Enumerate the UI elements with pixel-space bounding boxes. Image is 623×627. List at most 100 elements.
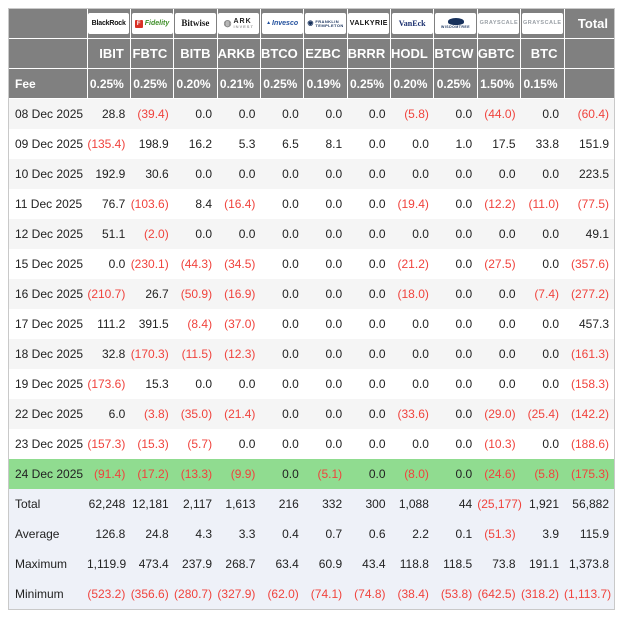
date-cell: 24 Dec 2025 (15, 467, 84, 481)
summary-value-cell: (51.3) (484, 527, 516, 541)
summary-value-cell: (38.4) (397, 587, 429, 601)
summary-value-cell: 62,248 (88, 497, 126, 511)
date-cell: 23 Dec 2025 (15, 437, 84, 451)
flow-value-cell: 26.7 (145, 287, 169, 301)
fee-HODL: 0.20% (390, 68, 435, 99)
flow-value-cell: 17.5 (492, 137, 516, 151)
summary-row-maximum: Maximum 1,119.9 473.4 237.9 268.7 63.4 60.9 43.… (9, 549, 614, 579)
summary-value-cell: 3.9 (542, 527, 559, 541)
date-cell: 16 Dec 2025 (15, 287, 84, 301)
ticker-FBTC: FBTC (129, 38, 175, 69)
flow-value-cell: 0.0 (195, 227, 213, 241)
grayscale-btc-header-cell: GRAYSCALE (520, 9, 565, 39)
flow-value-cell: (91.4) (94, 467, 126, 481)
invesco-header-cell: ▲ Invesco (259, 9, 305, 39)
flow-value-cell: 0.0 (368, 227, 386, 241)
flow-value-cell: 0.0 (195, 377, 213, 391)
flow-value-cell: (157.3) (87, 437, 126, 451)
summary-value-cell: 115.9 (579, 527, 609, 541)
date-cell: 12 Dec 2025 (15, 227, 84, 241)
ticker-BTCW: BTCW (433, 38, 478, 69)
ticker-GBTC: GBTC (476, 38, 522, 69)
flow-value-cell: (210.7) (87, 287, 126, 301)
table-row: 10 Dec 2025 192.9 30.6 0.0 0.0 0.0 0.0 0.0 0.0 0.… (9, 159, 614, 189)
flow-value-cell: 1.0 (455, 137, 473, 151)
flow-value-cell: 0.0 (325, 107, 343, 121)
flow-value-cell: 16.2 (188, 137, 213, 151)
flow-value-cell: (29.0) (484, 407, 516, 421)
flow-value-cell: 0.0 (282, 407, 299, 421)
summary-value-cell: (1,113.7) (564, 587, 612, 601)
summary-value-cell: 118.5 (443, 557, 473, 571)
flow-value-cell: (13.3) (180, 467, 213, 481)
flow-value-cell: 0.0 (455, 467, 473, 481)
flow-value-cell: 0.0 (325, 347, 343, 361)
flow-value-cell: 0.0 (108, 257, 126, 271)
summary-value-cell: 12,181 (132, 497, 169, 511)
ticker-EZBC: EZBC (303, 38, 348, 69)
flow-value-cell: 0.0 (282, 347, 299, 361)
table-header: BlackRock F Fidelity Bitwise ◍ ARK INVEST ▲ Inve… (9, 9, 614, 99)
wisdomtree-header-cell: WISDOMTREE (433, 9, 478, 39)
table-row: 12 Dec 2025 51.1 (2.0) 0.0 0.0 0.0 0.0 0.0 0.0 0.… (9, 219, 614, 249)
flow-value-cell: (21.2) (397, 257, 429, 271)
franklin-header-cell: ◉ FRANKLIN TEMPLETON (303, 9, 348, 39)
summary-value-cell: (327.9) (217, 587, 256, 601)
flow-value-cell: (230.1) (130, 257, 169, 271)
flow-value-cell: (60.4) (577, 107, 609, 121)
flow-value-cell: (21.4) (224, 407, 256, 421)
flow-value-cell: 0.0 (195, 107, 213, 121)
flow-value-cell: 0.0 (455, 227, 473, 241)
flow-value-cell: (10.3) (484, 437, 516, 451)
franklin-logo-text: TEMPLETON (315, 22, 344, 28)
flow-value-cell: 0.0 (498, 287, 516, 301)
flow-value-cell: 0.0 (455, 167, 473, 181)
franklin-logo: ◉ FRANKLIN TEMPLETON (304, 13, 346, 34)
flow-value-cell: (8.4) (187, 317, 213, 331)
flow-value-cell: 0.0 (368, 317, 386, 331)
summary-row-total: Total 62,248 12,181 2,117 1,613 216 332 300 1,08… (9, 489, 614, 519)
summary-value-cell: 300 (365, 497, 386, 511)
summary-value-cell: (280.7) (174, 587, 213, 601)
summary-value-cell: 43.4 (362, 557, 386, 571)
table-row: 23 Dec 2025 (157.3) (15.3) (5.7) 0.0 0.0 0.0 0.… (9, 429, 614, 459)
summary-value-cell: 4.3 (195, 527, 213, 541)
flow-value-cell: 0.0 (238, 437, 256, 451)
flow-value-cell: 0.0 (368, 437, 386, 451)
wisdomtree-logo-text: WISDOMTREE (440, 24, 471, 29)
valkyrie-logo: VALKYRIE (348, 13, 390, 34)
ticker-BTC: BTC (520, 38, 565, 69)
blackrock-logo-text: BlackRock (91, 20, 126, 27)
flow-value-cell: 0.0 (542, 107, 559, 121)
fee-label: Fee (9, 68, 88, 99)
flow-value-cell: 6.0 (108, 407, 126, 421)
fidelity-logo-text: Fidelity (144, 20, 170, 27)
flow-value-cell: 0.0 (325, 197, 343, 211)
flow-value-cell: 0.0 (282, 107, 299, 121)
summary-value-cell: 0.1 (455, 527, 473, 541)
flow-value-cell: (7.4) (534, 287, 559, 301)
ticker-total-blank (563, 38, 614, 69)
flow-value-cell: 0.0 (238, 227, 256, 241)
summary-value-cell: 44 (458, 497, 473, 511)
ticker-BTCO: BTCO (259, 38, 305, 69)
flow-value-cell: 0.0 (498, 377, 516, 391)
flow-value-cell: 0.0 (325, 287, 343, 301)
vaneck-header-cell: VanEck (390, 9, 435, 39)
flow-value-cell: (12.3) (224, 347, 256, 361)
invesco-logo-text: Invesco (272, 20, 299, 27)
grayscale-gbtc-logo: GRAYSCALE (478, 13, 520, 34)
flow-value-cell: 391.5 (138, 317, 169, 331)
flow-value-cell: 6.5 (282, 137, 299, 151)
summary-value-cell: 191.1 (528, 557, 559, 571)
flow-value-cell: 0.0 (238, 107, 256, 121)
summary-label: Minimum (15, 587, 64, 601)
flow-value-cell: (5.7) (187, 437, 213, 451)
date-cell: 18 Dec 2025 (15, 347, 84, 361)
valkyrie-logo-text: VALKYRIE (349, 20, 388, 27)
date-cell: 19 Dec 2025 (15, 377, 84, 391)
flow-value-cell: 151.9 (578, 137, 609, 151)
blackrock-logo: BlackRock (88, 13, 130, 34)
table-row: 11 Dec 2025 76.7 (103.6) 8.4 (16.4) 0.0 0.0 0.0… (9, 189, 614, 219)
flow-value-cell: (277.2) (570, 287, 609, 301)
